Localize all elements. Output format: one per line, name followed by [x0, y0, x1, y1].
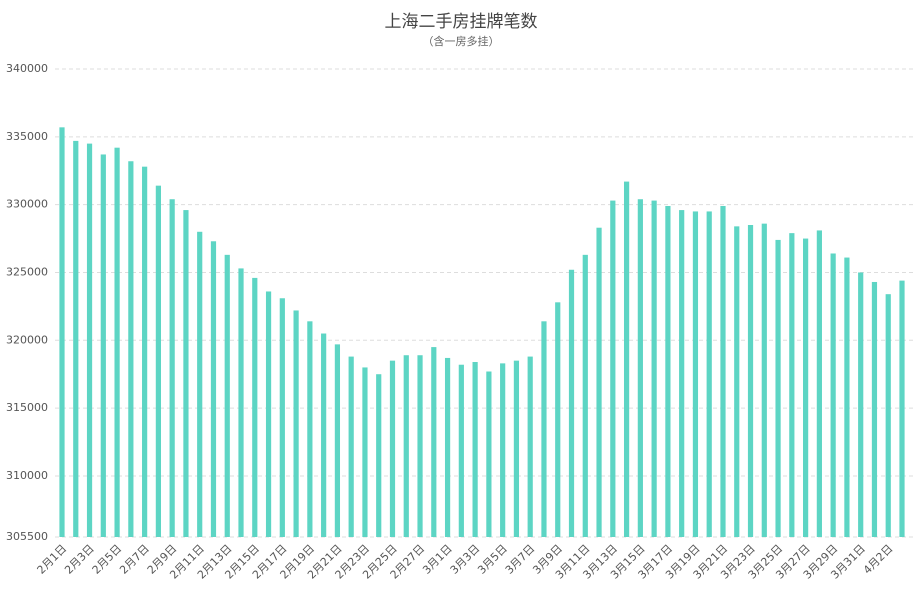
- bar: [541, 321, 547, 537]
- bar: [389, 360, 396, 537]
- chart-title: 上海二手房挂牌笔数: [385, 12, 538, 32]
- bar: [183, 210, 189, 538]
- y-tick-label: 335000: [6, 130, 48, 143]
- bar: [692, 211, 699, 537]
- bar: [858, 272, 864, 537]
- bar: [197, 231, 203, 538]
- bar: [252, 277, 258, 537]
- bar: [706, 211, 712, 537]
- bar: [59, 127, 65, 537]
- y-tick-label: 330000: [6, 198, 48, 211]
- bar: [679, 210, 685, 538]
- bar: [265, 291, 272, 537]
- bar: [238, 268, 244, 537]
- bar: [128, 161, 134, 538]
- bar: [830, 253, 836, 538]
- x-tick-label: 2月7日: [117, 542, 152, 577]
- bar: [472, 362, 478, 537]
- y-tick-label: 305500: [6, 530, 48, 543]
- bar: [871, 281, 878, 537]
- bar: [142, 166, 148, 538]
- bar: [376, 374, 382, 537]
- bar: [637, 199, 643, 538]
- y-tick-label: 310000: [6, 469, 48, 482]
- bar: [747, 225, 754, 537]
- bar: [86, 143, 93, 537]
- bar: [610, 200, 616, 537]
- bar: [665, 206, 671, 537]
- bar: [486, 371, 492, 537]
- x-tick-label: 3月7日: [503, 542, 538, 577]
- bar: [334, 344, 341, 537]
- bar: [279, 298, 285, 537]
- bar: [307, 321, 313, 537]
- bar: [293, 310, 299, 537]
- bar: [555, 302, 561, 537]
- bar: [444, 357, 451, 537]
- bar: [403, 355, 409, 537]
- y-tick-label: 320000: [6, 333, 48, 346]
- x-tick-label: 2月1日: [35, 542, 70, 577]
- bar: [155, 185, 161, 537]
- bar: [431, 347, 437, 537]
- x-tick-label: 2月5日: [90, 542, 125, 577]
- bar: [100, 154, 106, 537]
- x-tick-label: 3月5日: [475, 542, 510, 577]
- bar: [623, 181, 630, 537]
- bar: [582, 254, 588, 537]
- x-tick-label: 3月3日: [448, 542, 483, 577]
- bar: [761, 223, 767, 537]
- bar: [500, 363, 506, 537]
- bar: [348, 356, 354, 537]
- bar: [321, 333, 327, 537]
- bar: [417, 355, 423, 537]
- bar: [844, 257, 850, 537]
- bar: [210, 241, 217, 537]
- bar: [114, 147, 120, 537]
- bar: [513, 360, 520, 537]
- y-tick-label: 340000: [6, 62, 48, 75]
- bar: [169, 199, 175, 538]
- bar: [527, 356, 533, 537]
- bar: [775, 239, 781, 537]
- bar: [734, 226, 740, 538]
- bar: [816, 230, 822, 537]
- x-tick-label: 4月2日: [861, 542, 896, 577]
- bar: [73, 140, 79, 538]
- bar: [362, 367, 368, 537]
- bar: [899, 280, 905, 537]
- x-tick-label: 3月1日: [420, 542, 455, 577]
- bar: [789, 233, 795, 537]
- y-tick-label: 325000: [6, 265, 48, 278]
- bar: [651, 200, 657, 537]
- bar: [596, 227, 602, 537]
- bar: [568, 269, 575, 537]
- bar: [885, 294, 891, 537]
- bar: [224, 254, 230, 537]
- bar: [458, 364, 464, 537]
- bar: [803, 238, 809, 537]
- bar: [720, 206, 726, 537]
- x-tick-label: 2月3日: [62, 542, 97, 577]
- chart-subtitle: （含一房多挂）: [423, 34, 500, 48]
- y-tick-label: 315000: [6, 401, 48, 414]
